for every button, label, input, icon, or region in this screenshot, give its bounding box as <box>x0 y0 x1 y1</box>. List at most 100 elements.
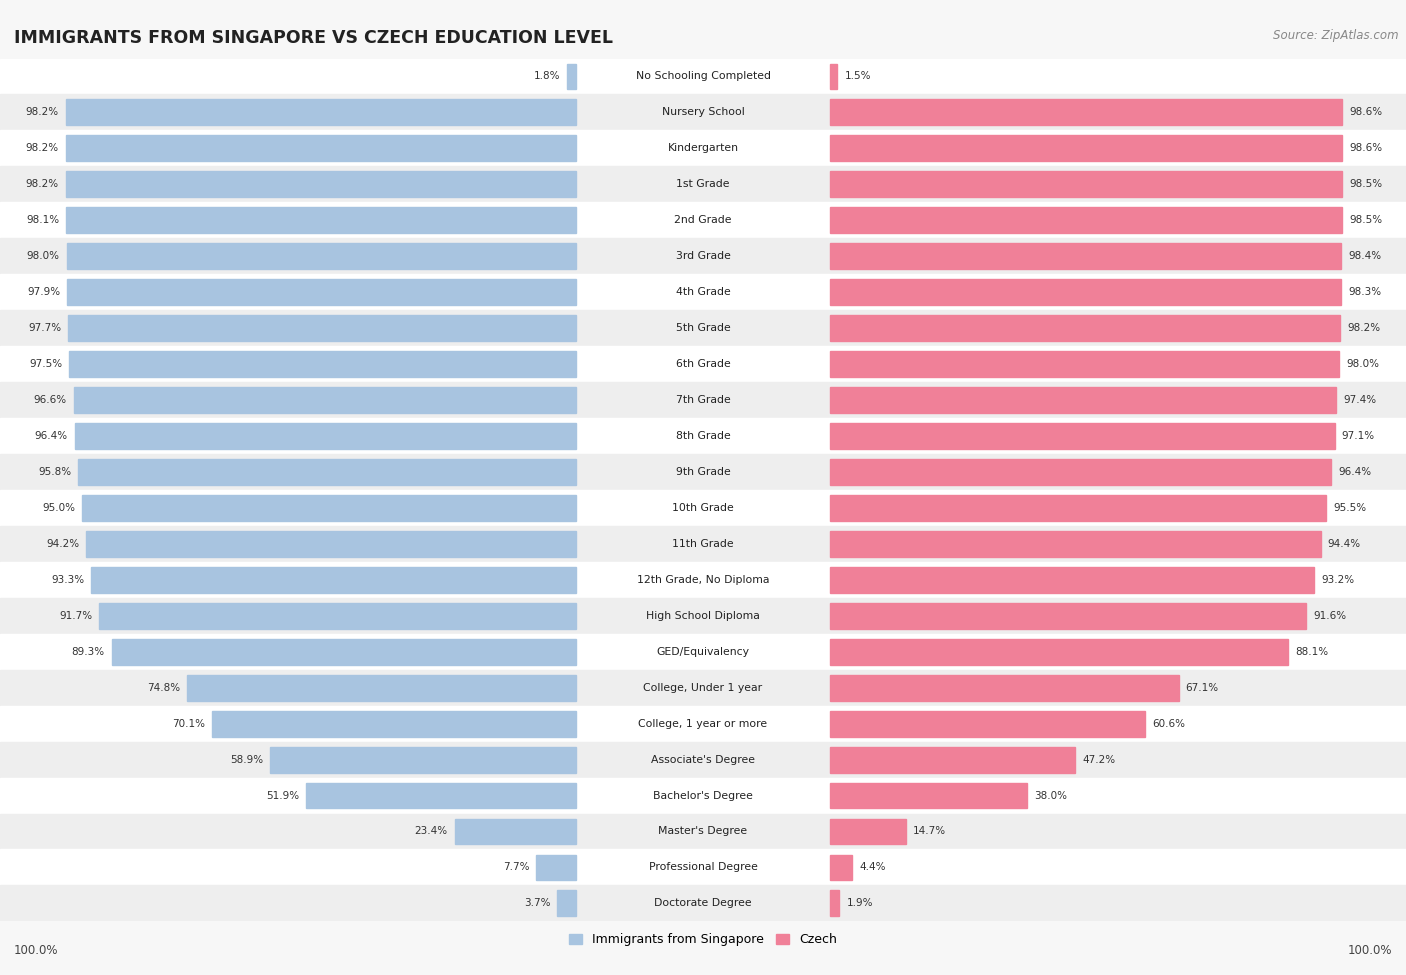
Bar <box>0 346 1406 382</box>
Bar <box>0 742 1406 778</box>
Text: 96.6%: 96.6% <box>34 395 67 405</box>
Text: 98.6%: 98.6% <box>1350 107 1382 117</box>
Text: 1st Grade: 1st Grade <box>676 179 730 189</box>
Bar <box>830 531 1320 557</box>
Text: 95.8%: 95.8% <box>38 467 72 477</box>
Bar <box>66 99 576 126</box>
Text: 58.9%: 58.9% <box>231 755 263 764</box>
Text: 4.4%: 4.4% <box>859 863 886 873</box>
Bar <box>830 315 1340 341</box>
Text: 74.8%: 74.8% <box>148 682 180 692</box>
Bar <box>830 387 1336 413</box>
Text: IMMIGRANTS FROM SINGAPORE VS CZECH EDUCATION LEVEL: IMMIGRANTS FROM SINGAPORE VS CZECH EDUCA… <box>14 29 613 47</box>
Bar <box>0 489 1406 526</box>
Bar <box>0 95 1406 131</box>
Bar <box>0 310 1406 346</box>
Text: 98.0%: 98.0% <box>1347 359 1379 370</box>
Bar <box>66 136 576 161</box>
Bar <box>69 351 576 377</box>
Text: 91.6%: 91.6% <box>1313 610 1346 621</box>
Text: 94.2%: 94.2% <box>46 539 79 549</box>
Bar <box>0 131 1406 167</box>
Bar <box>830 136 1343 161</box>
Text: 100.0%: 100.0% <box>14 945 59 957</box>
Bar <box>66 172 576 197</box>
Text: 67.1%: 67.1% <box>1185 682 1219 692</box>
Bar <box>830 208 1341 233</box>
Bar <box>0 849 1406 885</box>
Text: 98.6%: 98.6% <box>1350 143 1382 153</box>
Text: No Schooling Completed: No Schooling Completed <box>636 71 770 82</box>
Text: 9th Grade: 9th Grade <box>676 467 730 477</box>
Text: 98.2%: 98.2% <box>25 179 59 189</box>
Text: 98.3%: 98.3% <box>1348 288 1381 297</box>
Text: 51.9%: 51.9% <box>266 791 299 800</box>
Text: 60.6%: 60.6% <box>1152 719 1185 728</box>
Text: 7th Grade: 7th Grade <box>676 395 730 405</box>
Bar <box>830 783 1028 808</box>
Bar <box>830 279 1341 305</box>
Text: Associate's Degree: Associate's Degree <box>651 755 755 764</box>
Bar <box>112 639 576 665</box>
Text: Master's Degree: Master's Degree <box>658 827 748 837</box>
Bar <box>75 423 576 448</box>
Text: 1.9%: 1.9% <box>846 898 873 909</box>
Text: 2nd Grade: 2nd Grade <box>675 215 731 225</box>
Bar <box>67 279 576 305</box>
Text: 96.4%: 96.4% <box>35 431 67 441</box>
Bar <box>212 711 576 736</box>
Bar <box>830 890 839 916</box>
Bar <box>91 566 576 593</box>
Text: 6th Grade: 6th Grade <box>676 359 730 370</box>
Text: 10th Grade: 10th Grade <box>672 503 734 513</box>
Bar <box>0 382 1406 418</box>
Text: 97.4%: 97.4% <box>1343 395 1376 405</box>
Bar <box>830 63 838 90</box>
Text: 94.4%: 94.4% <box>1327 539 1361 549</box>
Text: 98.5%: 98.5% <box>1348 215 1382 225</box>
Bar <box>187 675 576 701</box>
Text: 1.8%: 1.8% <box>533 71 560 82</box>
Bar <box>307 783 576 808</box>
Bar <box>830 747 1076 772</box>
Bar <box>0 526 1406 562</box>
Text: 12th Grade, No Diploma: 12th Grade, No Diploma <box>637 575 769 585</box>
Text: 14.7%: 14.7% <box>912 827 946 837</box>
Bar <box>454 819 576 844</box>
Bar <box>537 854 576 880</box>
Bar <box>830 495 1326 521</box>
Legend: Immigrants from Singapore, Czech: Immigrants from Singapore, Czech <box>564 928 842 952</box>
Text: 98.4%: 98.4% <box>1348 252 1382 261</box>
Bar <box>0 238 1406 274</box>
Text: Source: ZipAtlas.com: Source: ZipAtlas.com <box>1274 29 1399 42</box>
Text: 47.2%: 47.2% <box>1083 755 1115 764</box>
Text: 93.3%: 93.3% <box>51 575 84 585</box>
Text: 70.1%: 70.1% <box>172 719 205 728</box>
Text: Professional Degree: Professional Degree <box>648 863 758 873</box>
Text: 97.9%: 97.9% <box>27 288 60 297</box>
Text: Kindergarten: Kindergarten <box>668 143 738 153</box>
Text: 95.5%: 95.5% <box>1333 503 1367 513</box>
Bar <box>0 813 1406 849</box>
Text: 97.1%: 97.1% <box>1341 431 1375 441</box>
Bar <box>0 706 1406 742</box>
Text: 98.2%: 98.2% <box>1347 323 1381 333</box>
Bar <box>830 854 852 880</box>
Text: Doctorate Degree: Doctorate Degree <box>654 898 752 909</box>
Text: 98.0%: 98.0% <box>27 252 59 261</box>
Bar <box>0 778 1406 813</box>
Bar <box>567 63 576 90</box>
Bar <box>0 562 1406 598</box>
Bar <box>830 351 1340 377</box>
Text: 91.7%: 91.7% <box>59 610 93 621</box>
Text: 89.3%: 89.3% <box>72 646 105 657</box>
Text: 100.0%: 100.0% <box>1347 945 1392 957</box>
Bar <box>100 603 576 629</box>
Text: Nursery School: Nursery School <box>662 107 744 117</box>
Text: 1.5%: 1.5% <box>845 71 870 82</box>
Text: 7.7%: 7.7% <box>503 863 530 873</box>
Bar <box>830 244 1341 269</box>
Text: GED/Equivalency: GED/Equivalency <box>657 646 749 657</box>
Bar <box>830 675 1178 701</box>
Bar <box>69 315 576 341</box>
